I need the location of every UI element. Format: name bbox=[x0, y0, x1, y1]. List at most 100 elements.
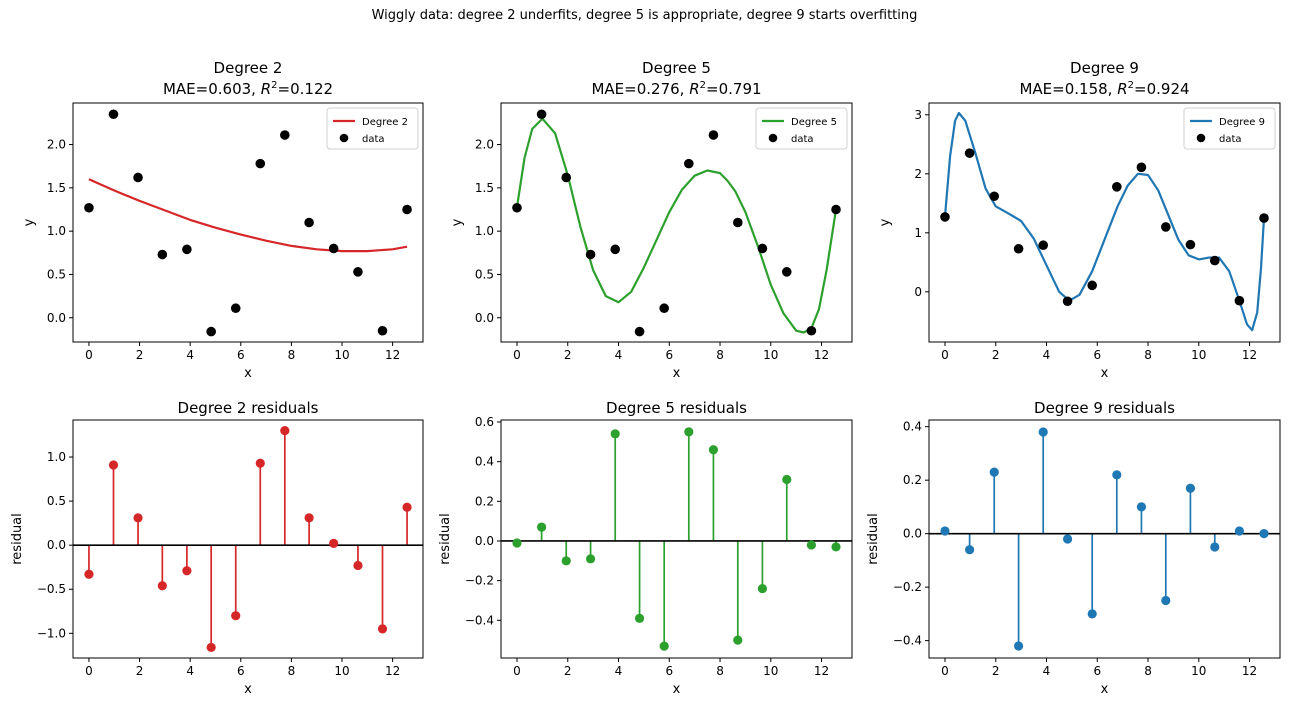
stem-marker bbox=[1161, 595, 1171, 606]
data-point bbox=[1087, 280, 1097, 291]
y-tick-label: 0.0 bbox=[475, 534, 494, 548]
data-point bbox=[84, 202, 94, 213]
data-point bbox=[377, 325, 388, 336]
data-point bbox=[1038, 240, 1049, 251]
axes-frame bbox=[928, 102, 1281, 343]
x-tick-label: 0 bbox=[941, 348, 949, 362]
y-tick-label: 1.5 bbox=[47, 181, 66, 195]
x-axis-label: x bbox=[244, 682, 252, 697]
data-point bbox=[206, 326, 216, 337]
y-tick-label: 3 bbox=[914, 108, 922, 122]
x-tick-label: 4 bbox=[615, 348, 623, 362]
stem-marker bbox=[512, 538, 522, 548]
data-point bbox=[255, 158, 266, 169]
panel-metrics: MAE=0.158, R2=0.924 bbox=[1019, 80, 1189, 98]
x-axis-label: x bbox=[673, 682, 681, 697]
data-point bbox=[561, 172, 572, 183]
stem-marker bbox=[84, 569, 94, 579]
x-tick-label: 0 bbox=[85, 664, 93, 678]
data-point bbox=[610, 244, 621, 255]
y-tick-label: 0.2 bbox=[903, 473, 922, 487]
stem-marker bbox=[1185, 483, 1196, 493]
stem-marker bbox=[1259, 529, 1269, 539]
data-point bbox=[353, 267, 363, 277]
data-point bbox=[108, 109, 119, 120]
panel-title: Degree 9 residuals bbox=[1034, 399, 1175, 417]
figure-suptitle: Wiggly data: degree 2 underfits, degree … bbox=[371, 8, 918, 23]
x-tick-label: 2 bbox=[136, 664, 144, 678]
stem-marker bbox=[329, 538, 339, 549]
x-axis-label: x bbox=[1101, 682, 1109, 697]
stem-marker bbox=[377, 624, 388, 634]
stem-marker bbox=[1112, 470, 1122, 480]
y-tick-label: 0.5 bbox=[47, 267, 66, 281]
y-axis-label: residual bbox=[866, 513, 881, 565]
stem-marker bbox=[402, 502, 412, 512]
x-tick-label: 12 bbox=[385, 348, 400, 362]
r2-value: =0.791 bbox=[706, 80, 762, 98]
y-tick-label: 2 bbox=[914, 167, 922, 181]
data-point bbox=[757, 243, 768, 254]
mae-text: MAE=0.276, bbox=[591, 80, 689, 98]
stem-marker bbox=[1087, 609, 1097, 619]
y-axis-label: y bbox=[450, 218, 465, 226]
x-tick-label: 2 bbox=[564, 348, 572, 362]
data-point bbox=[964, 148, 975, 158]
data-point bbox=[634, 326, 645, 337]
data-point bbox=[989, 191, 1000, 202]
legend-frame bbox=[326, 107, 419, 150]
panel-title: Degree 5 bbox=[642, 59, 711, 77]
stem-marker bbox=[561, 556, 571, 566]
y-tick-label: −1.0 bbox=[37, 626, 66, 640]
data-point bbox=[230, 303, 241, 314]
stem-marker bbox=[255, 458, 265, 468]
panel-metrics: MAE=0.276, R2=0.791 bbox=[591, 80, 761, 98]
panel-metrics: MAE=0.603, R2=0.122 bbox=[163, 80, 333, 98]
stem-marker bbox=[1210, 542, 1220, 552]
x-tick-label: 0 bbox=[513, 664, 521, 678]
data-point bbox=[304, 217, 314, 228]
y-tick-label: 0.0 bbox=[47, 538, 66, 552]
plot-area bbox=[944, 432, 1265, 646]
legend-frame bbox=[1183, 107, 1276, 150]
data-point bbox=[732, 217, 743, 228]
x-tick-label: 4 bbox=[1043, 348, 1051, 362]
legend-label-data: data bbox=[791, 134, 814, 145]
y-tick-label: 1.0 bbox=[47, 450, 66, 464]
mae-text: MAE=0.158, bbox=[1019, 80, 1117, 98]
y-tick-label: −0.2 bbox=[893, 580, 922, 594]
data-point bbox=[659, 303, 669, 314]
stem-marker bbox=[659, 641, 669, 651]
legend-label-data: data bbox=[362, 134, 385, 145]
data-point bbox=[328, 243, 339, 254]
y-axis-label: y bbox=[22, 218, 37, 226]
stem-marker bbox=[585, 554, 596, 564]
x-tick-label: 4 bbox=[186, 348, 194, 362]
plot-area bbox=[88, 178, 408, 253]
x-tick-label: 2 bbox=[564, 664, 572, 678]
x-tick-label: 10 bbox=[334, 348, 349, 362]
stem-marker bbox=[108, 460, 119, 470]
x-tick-label: 12 bbox=[1242, 348, 1257, 362]
stem-marker bbox=[1234, 526, 1244, 536]
y-axis-label: y bbox=[878, 218, 893, 226]
x-axis-label: x bbox=[244, 366, 252, 381]
y-axis-label: residual bbox=[438, 513, 453, 565]
data-point bbox=[940, 212, 950, 222]
y-axis-label: residual bbox=[10, 513, 25, 565]
r2-symbol: R bbox=[261, 80, 271, 98]
stem-marker bbox=[133, 513, 143, 523]
stem-marker bbox=[304, 513, 314, 523]
panel-title: Degree 2 residuals bbox=[178, 399, 319, 417]
x-tick-label: 10 bbox=[334, 664, 349, 678]
legend-marker-swatch bbox=[768, 133, 778, 143]
y-tick-label: 2.0 bbox=[475, 138, 494, 152]
y-tick-label: 0.0 bbox=[475, 311, 494, 325]
x-tick-label: 8 bbox=[716, 348, 724, 362]
legend: Degree 5 data bbox=[755, 107, 848, 150]
stem-marker bbox=[206, 642, 216, 653]
stem-marker bbox=[733, 635, 743, 645]
panel-title: Degree 5 residuals bbox=[606, 399, 747, 417]
stem-marker bbox=[940, 526, 950, 536]
